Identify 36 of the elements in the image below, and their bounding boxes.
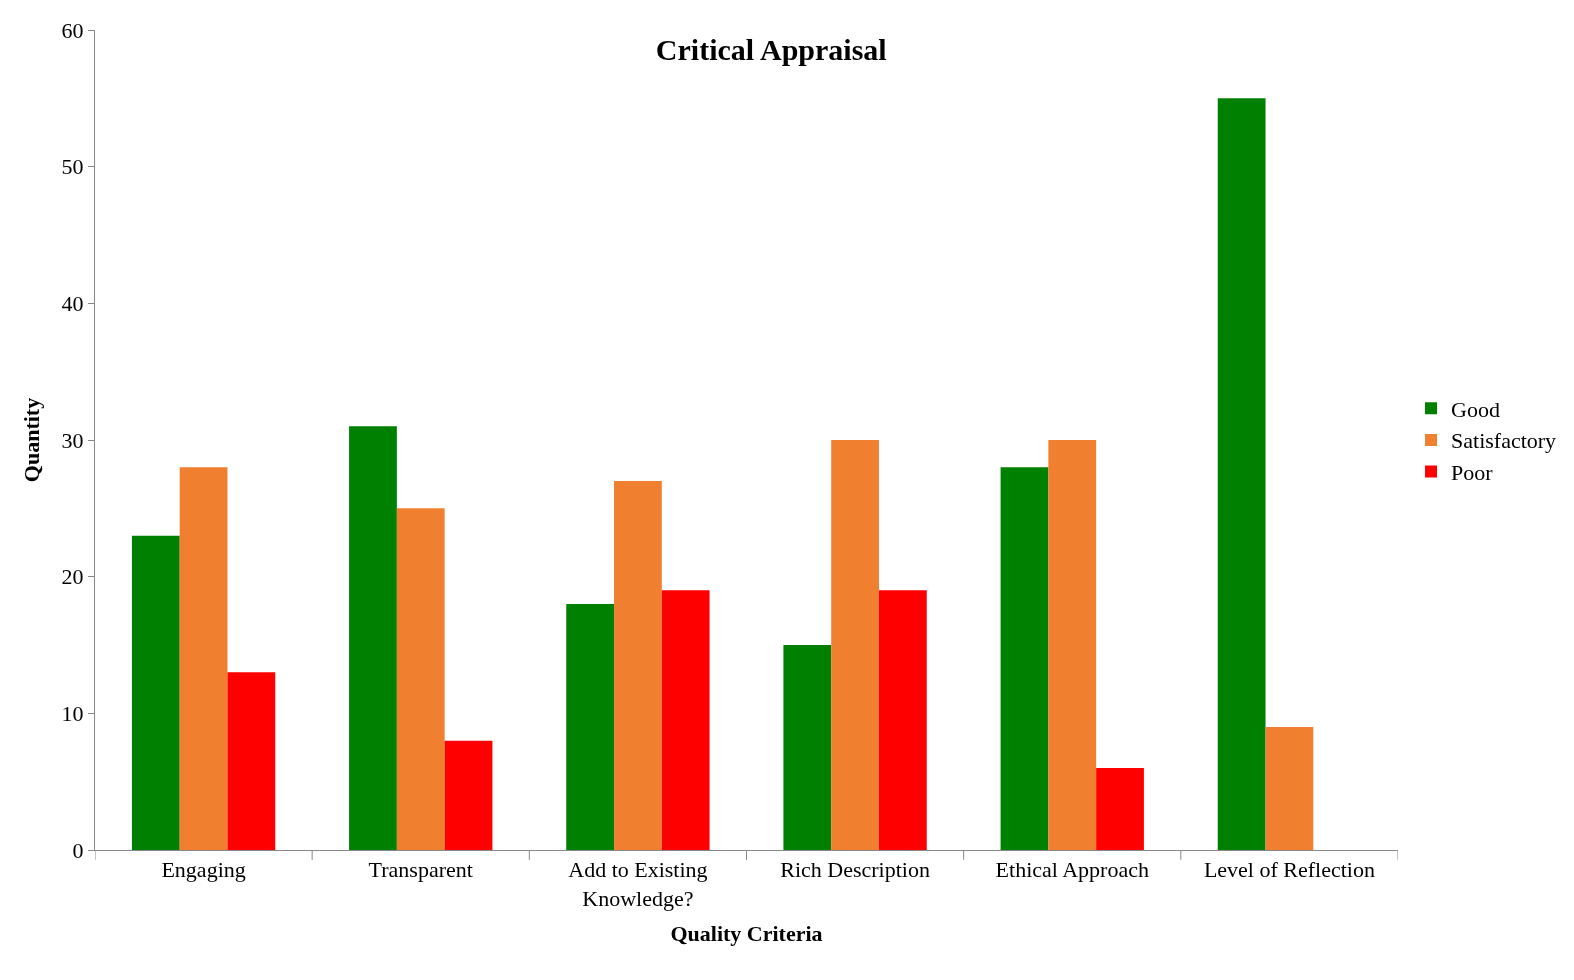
bar	[1000, 467, 1049, 850]
bar	[131, 535, 180, 850]
x-axis-title: Quality Criteria	[670, 920, 823, 946]
bar	[614, 481, 662, 850]
bar	[444, 740, 493, 850]
bar	[783, 645, 832, 850]
bar	[1096, 768, 1144, 850]
legend-label: Good	[1451, 396, 1500, 422]
x-tick-label: Engaging	[161, 857, 246, 883]
bar	[878, 590, 927, 850]
x-tick-label: Level of Reflection	[1203, 857, 1375, 883]
y-tick-label: 40	[61, 291, 84, 317]
y-tick-label: 50	[61, 154, 84, 180]
bar	[349, 426, 397, 850]
x-tick-label: Ethical Approach	[995, 857, 1149, 883]
y-tick-label: 0	[72, 837, 84, 863]
bar	[1048, 440, 1097, 850]
legend-label: Poor	[1451, 460, 1494, 486]
bar	[1217, 98, 1266, 850]
bar	[1265, 727, 1314, 850]
bar	[227, 672, 276, 850]
y-axis-title: Quantity	[19, 397, 45, 483]
y-tick-label: 30	[61, 427, 84, 453]
bar	[566, 604, 615, 850]
x-tick-label: Rich Description	[780, 857, 930, 883]
legend-label: Satisfactory	[1451, 428, 1557, 454]
y-tick-label: 60	[61, 17, 84, 43]
bar	[661, 590, 710, 850]
x-tick-label: Transparent	[368, 857, 473, 883]
bar	[396, 508, 445, 850]
bar	[179, 467, 228, 850]
x-tick-label: Add to Existing Knowledge?	[568, 857, 708, 911]
y-tick-label: 10	[61, 701, 84, 727]
y-tick-label: 20	[61, 564, 84, 590]
chart-title: Critical Appraisal	[655, 33, 887, 67]
bar	[831, 440, 879, 850]
